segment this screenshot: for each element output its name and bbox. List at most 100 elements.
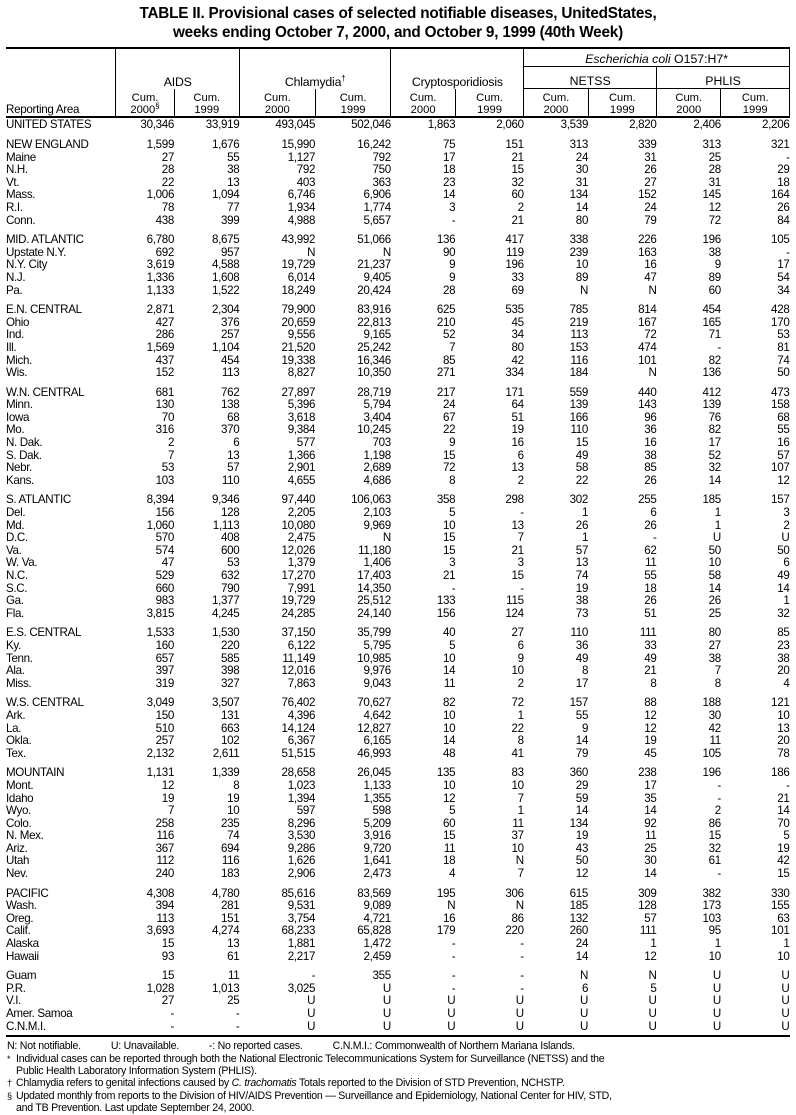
row-value-cell: 67 — [442, 410, 456, 424]
row-value-cell: 116 — [570, 353, 589, 367]
row-value-cell: 14 — [575, 949, 589, 963]
row-value-cell: 25 — [644, 841, 657, 855]
row-value-cell: 55 — [777, 423, 790, 437]
footnote-section: § Updated monthly from reports to the Di… — [7, 1090, 790, 1115]
table-row: Mich. 437 454 19,338 16,346 85 42 116 101 82 74 — [6, 353, 790, 368]
row-value-cell: 3,618 — [287, 410, 316, 424]
row-value-cell: U — [712, 1007, 721, 1020]
row-value-cell: 1 — [714, 506, 721, 520]
row-area-label: NEW ENGLAND — [6, 138, 89, 151]
row-value-cell: 139 — [702, 398, 721, 412]
row-value-cell: 258 — [155, 816, 175, 830]
table-row: Ill. 1,569 1,104 21,520 25,242 7 80 153 474 - 81 — [6, 341, 790, 355]
row-value-cell: 72 — [708, 213, 722, 227]
header-group-chlamydia: Chlamydia† — [238, 66, 391, 89]
row-value-cell: 1,006 — [146, 188, 175, 202]
row-value-cell: 17,403 — [357, 569, 391, 582]
row-value-cell: 1,472 — [363, 937, 391, 951]
row-value-cell: 632 — [221, 569, 240, 582]
footnote-star-marker: * — [7, 1053, 11, 1064]
row-value-cell: 21 — [511, 213, 524, 227]
row-value-cell: 106,063 — [351, 493, 391, 507]
row-value-cell: 138 — [221, 398, 240, 412]
row-value-cell: 72 — [644, 328, 657, 342]
row-value-cell: 4,396 — [287, 708, 316, 722]
table-row: V.I. 27 25 U U U U U U U U — [6, 995, 790, 1008]
header-group-cryptosporidiosis: Cryptosporidiosis — [390, 66, 524, 89]
row-value-cell: 217 — [436, 385, 456, 399]
row-value-cell: 15 — [442, 531, 456, 545]
row-value-cell: 95 — [708, 924, 722, 938]
row-value-cell: 1,641 — [363, 854, 391, 868]
row-value-cell: 103 — [155, 473, 175, 487]
row-value-cell: 1,028 — [146, 981, 175, 995]
table-row: Ohio 427 376 20,659 22,813 210 45 219 167 165 170 — [6, 315, 790, 330]
row-value-cell: U — [712, 994, 721, 1008]
row-area-label: Del. — [6, 506, 26, 520]
row-value-cell: 6,780 — [146, 233, 175, 247]
row-value-cell: 150 — [155, 708, 175, 722]
row-value-cell: 376 — [221, 315, 240, 329]
row-value-cell: 115 — [506, 594, 524, 608]
row-value-cell: U — [781, 981, 790, 995]
row-value-cell: 90 — [442, 245, 456, 259]
header-row-ecoli: Escherichia coli O157:H7* — [6, 47, 790, 67]
row-value-cell: U — [712, 969, 721, 983]
row-value-cell: 4,721 — [363, 911, 391, 925]
row-area-label: Alaska — [6, 937, 39, 951]
row-value-cell: 1,355 — [363, 791, 391, 805]
header-col-chlamydia-1999: Cum. 1999 — [314, 88, 391, 118]
row-value-cell: 306 — [505, 886, 524, 900]
row-value-cell: 136 — [702, 366, 721, 380]
row-value-cell: 58 — [708, 569, 722, 582]
table-row-spacer — [6, 380, 790, 387]
row-value-cell: 51,515 — [281, 746, 316, 760]
row-area-label: Ark. — [6, 708, 26, 722]
row-area-label: D.C. — [6, 531, 28, 545]
row-value-cell: 70,627 — [357, 696, 391, 710]
row-value-cell: 21,237 — [357, 258, 391, 272]
row-value-cell: 1,133 — [146, 283, 175, 297]
row-value-cell: 121 — [771, 696, 790, 710]
row-value-cell: 25 — [227, 994, 240, 1008]
row-value-cell: - — [451, 937, 456, 951]
table-row-region: NEW ENGLAND 1,599 1,676 15,990 16,242 75 151 31… — [6, 138, 790, 152]
table-row: C.N.M.I. - - U U U U U U U U — [6, 1019, 790, 1034]
row-value-cell: 74 — [777, 353, 790, 367]
row-value-cell: 1 — [517, 804, 524, 818]
table-row: N.Y. City 3,619 4,588 19,729 21,237 9 196 10 16 9… — [6, 259, 790, 272]
row-value-cell: - — [520, 969, 524, 983]
row-value-cell: 313 — [569, 138, 589, 151]
row-value-cell: 3,916 — [363, 829, 391, 843]
header-col-netss-1999: Cum. 1999 — [587, 88, 657, 118]
ecoli-italic-label: Escherichia coli — [585, 52, 671, 66]
row-value-cell: 80 — [708, 626, 722, 640]
row-area-label: Maine — [6, 150, 36, 164]
row-value-cell: 50 — [777, 366, 790, 380]
row-value-cell: 166 — [569, 410, 589, 424]
row-value-cell: U — [781, 531, 790, 545]
row-value-cell: 47 — [644, 270, 657, 284]
cum-top: Cum. — [409, 92, 437, 104]
row-value-cell: 1,394 — [287, 791, 316, 805]
row-value-cell: - — [451, 981, 456, 995]
row-value-cell: 15 — [575, 436, 589, 450]
row-value-cell: 45 — [511, 315, 524, 329]
table-row-total: UNITED STATES 30,346 33,919 493,045 502,046 1… — [6, 117, 790, 132]
cum-bottom: 2000 — [410, 103, 436, 116]
row-value-cell: 75 — [442, 138, 456, 151]
row-value-cell: 8,296 — [287, 816, 316, 830]
row-area-label: E.N. CENTRAL — [6, 303, 82, 317]
spacer-cell — [6, 963, 790, 970]
row-value-cell: 239 — [569, 245, 589, 259]
row-value-cell: U — [648, 1019, 657, 1033]
row-value-cell: 12 — [575, 867, 589, 881]
row-area-label: Tex. — [6, 746, 26, 760]
row-value-cell: 7,991 — [287, 581, 316, 595]
row-value-cell: 309 — [638, 886, 657, 900]
row-area-label: Tenn. — [6, 651, 33, 665]
table-row: Upstate N.Y. 692 957 N N 90 119 239 163 38 - — [6, 245, 790, 260]
row-value-cell: 703 — [372, 436, 392, 450]
row-value-cell: 417 — [505, 233, 524, 247]
table-row: Ark. 150 131 4,396 4,642 10 1 55 12 30 10 — [6, 708, 790, 723]
